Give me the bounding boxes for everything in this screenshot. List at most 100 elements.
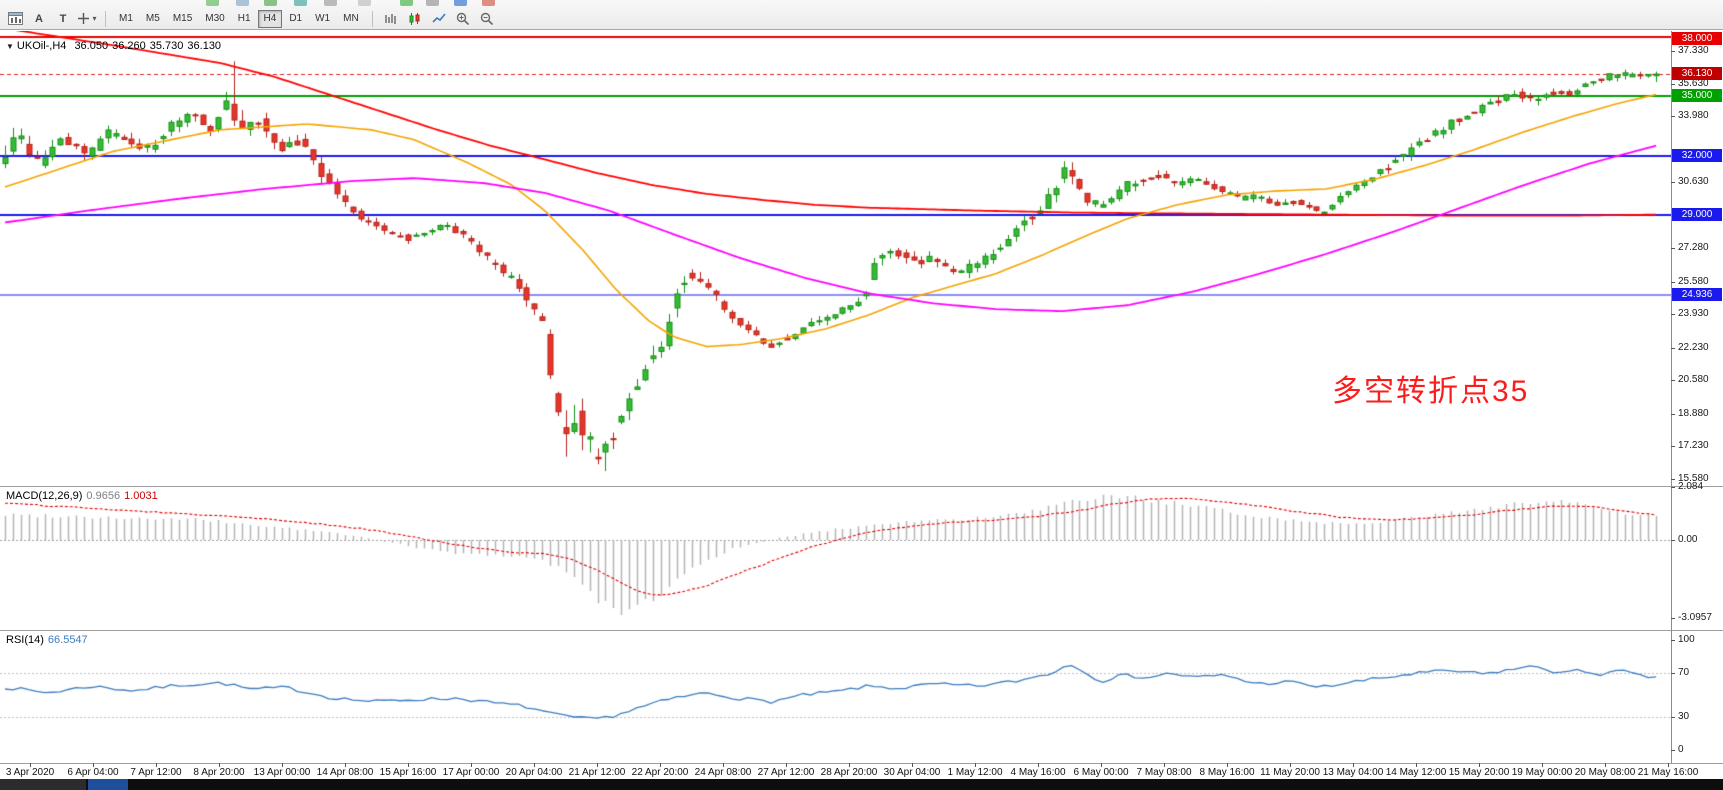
candlestick-mode-icon[interactable] — [404, 10, 426, 28]
price-tick-mark — [1671, 116, 1675, 118]
text-label-tool-icon[interactable]: A — [35, 12, 43, 25]
hline-price-label: 29.000 — [1672, 207, 1722, 221]
line-chart-mode-icon[interactable] — [428, 10, 450, 28]
macd-title: MACD(12,26,9) 0.9656 1.0031 — [6, 490, 162, 502]
taskbar — [0, 779, 1723, 790]
price-axis-border — [1671, 31, 1672, 763]
rsi-scale-label: 0 — [1678, 744, 1684, 755]
time-axis-label: 7 May 08:00 — [1136, 767, 1192, 778]
time-axis-tick — [975, 763, 976, 767]
tf-button-h4[interactable]: H4 — [257, 9, 283, 28]
cropped-toolbar-icon — [482, 0, 495, 6]
time-axis-label: 15 Apr 16:00 — [379, 767, 437, 778]
time-axis-tick — [1416, 763, 1417, 767]
price-tick-mark — [1671, 347, 1675, 349]
cropped-toolbar-icon — [400, 0, 413, 6]
tf-button-mn[interactable]: MN — [343, 13, 359, 24]
ohlc-high: 36.260 — [112, 40, 146, 52]
time-axis-tick — [1605, 763, 1606, 767]
time-axis-label: 6 Apr 04:00 — [67, 767, 119, 778]
chart-dropdown-icon[interactable]: ▼ — [6, 42, 14, 51]
main-chart-canvas[interactable] — [0, 31, 1671, 486]
rsi-scale-tick — [1671, 640, 1675, 641]
cropped-toolbar-icon — [324, 0, 337, 6]
tf-button-w1[interactable]: W1 — [315, 13, 331, 24]
time-axis-label: 11 May 20:00 — [1260, 767, 1320, 778]
time-axis-label: 6 May 00:00 — [1073, 767, 1129, 778]
tf-button-m30[interactable]: M30 — [205, 13, 225, 24]
time-axis-tick — [912, 763, 913, 767]
crosshair-tool-icon[interactable]: ▾ — [76, 10, 98, 28]
time-axis-tick — [93, 763, 94, 767]
price-tick-label: 30.630 — [1678, 176, 1709, 188]
tf-button-d1[interactable]: D1 — [289, 13, 303, 24]
rsi-scale-tick — [1671, 673, 1675, 674]
cropped-toolbar-icon — [236, 0, 249, 6]
rsi-indicator-canvas[interactable] — [0, 631, 1671, 763]
hline-price-label: 35.000 — [1672, 89, 1722, 103]
zoom-out-icon[interactable] — [476, 10, 498, 28]
hline-price-label: 38.000 — [1672, 32, 1722, 45]
time-axis-label: 1 May 12:00 — [947, 767, 1003, 778]
macd-label: MACD(12,26,9) — [6, 490, 83, 502]
chart-window-icon[interactable] — [4, 10, 26, 28]
macd-indicator-canvas[interactable] — [0, 487, 1671, 630]
time-axis-tick — [1542, 763, 1543, 767]
time-axis[interactable]: 3 Apr 2020 6 Apr 04:00 7 Apr 12:00 8 Apr 20… — [0, 763, 1723, 779]
taskbar-item[interactable] — [88, 779, 128, 790]
toolbar-separator — [371, 10, 373, 27]
taskbar-segment — [0, 779, 86, 790]
macd-main-value: 0.9656 — [86, 490, 121, 502]
cropped-toolbar-icon — [294, 0, 307, 6]
tf-button-m15[interactable]: M15 — [172, 13, 193, 24]
rsi-title: RSI(14) 66.5547 — [6, 634, 92, 646]
cropped-toolbar-icon — [358, 0, 371, 6]
bar-chart-mode-icon[interactable] — [380, 10, 402, 28]
time-axis-tick — [1290, 763, 1291, 767]
pane-separator[interactable] — [0, 486, 1723, 487]
cropped-toolbar-icon — [426, 0, 439, 6]
time-axis-tick — [660, 763, 661, 767]
price-tick-mark — [1671, 478, 1675, 480]
time-axis-tick — [345, 763, 346, 767]
time-axis-label: 21 May 16:00 — [1637, 767, 1699, 778]
text-tool-icon[interactable]: T — [59, 12, 67, 25]
time-axis-tick — [156, 763, 157, 767]
time-axis-tick — [597, 763, 598, 767]
time-axis-tick — [30, 763, 31, 767]
rsi-scale-label: 100 — [1678, 634, 1695, 645]
time-axis-label: 13 May 04:00 — [1322, 767, 1384, 778]
hline-price-label: 32.000 — [1672, 148, 1722, 162]
macd-scale-label: -3.0957 — [1678, 612, 1712, 624]
price-tick-label: 23.930 — [1678, 308, 1709, 320]
macd-scale-label: 2.084 — [1678, 481, 1704, 493]
price-tick-label: 15.580 — [1678, 472, 1709, 484]
tf-button-h1[interactable]: H1 — [237, 13, 251, 24]
price-tick-mark — [1671, 446, 1675, 448]
time-axis-tick — [723, 763, 724, 767]
rsi-scale-tick — [1671, 750, 1675, 751]
time-axis-label: 28 Apr 20:00 — [820, 767, 878, 778]
price-tick-label: 22.230 — [1678, 341, 1709, 353]
toolbar-separator — [105, 10, 106, 27]
tf-button-m5[interactable]: M5 — [145, 13, 160, 24]
time-axis-tick — [1479, 763, 1480, 767]
zoom-in-icon[interactable] — [452, 10, 474, 28]
time-axis-label: 7 Apr 12:00 — [130, 767, 182, 778]
time-axis-label: 3 Apr 2020 — [5, 767, 55, 778]
price-tick-mark — [1671, 83, 1675, 85]
time-axis-label: 13 Apr 00:00 — [253, 767, 311, 778]
hline-price-label: 24.936 — [1672, 287, 1722, 301]
pane-separator[interactable] — [0, 630, 1723, 631]
price-tick-label: 37.330 — [1678, 44, 1709, 56]
macd-signal-value: 1.0031 — [124, 490, 158, 502]
timeframe-buttons: M1 M5 M15 M30 H1 H4 D1 W1 MN — [113, 9, 365, 28]
price-tick-mark — [1671, 314, 1675, 316]
tf-button-m1[interactable]: M1 — [119, 13, 133, 24]
time-axis-label: 8 Apr 20:00 — [193, 767, 245, 778]
time-axis-tick — [534, 763, 535, 767]
time-axis-tick — [1353, 763, 1354, 767]
time-axis-label: 20 May 08:00 — [1574, 767, 1636, 778]
time-axis-label: 24 Apr 08:00 — [694, 767, 752, 778]
time-axis-tick — [408, 763, 409, 767]
